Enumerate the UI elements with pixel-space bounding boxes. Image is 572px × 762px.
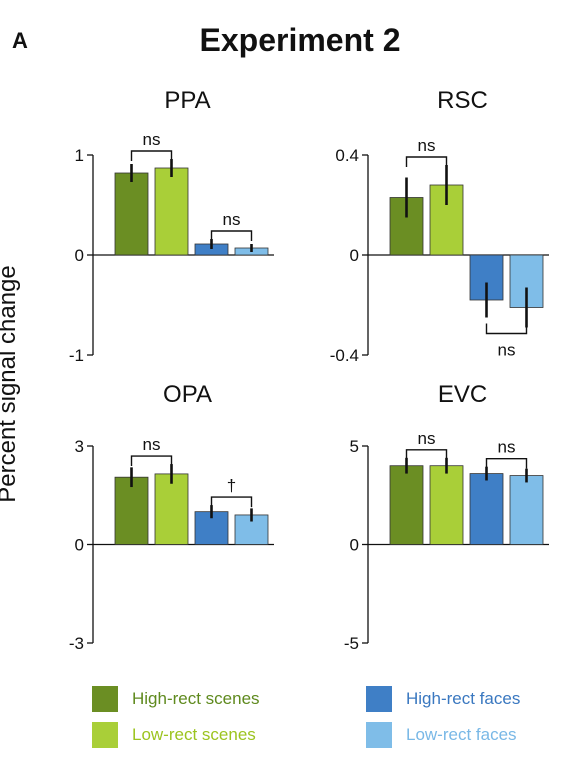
y-tick-label-ppa-1: 0 [75,246,84,265]
bar-ppa-low-rect-scenes [154,167,189,256]
legend-label-high-rect-faces: High-rect faces [406,689,521,708]
significance-label-ppa-1: ns [223,210,241,229]
legend-item-low-rect-scenes: Low-rect scenes [92,722,256,748]
legend-swatch-low-rect-scenes [92,722,118,748]
y-tick-label-evc-2: -5 [344,634,359,653]
legend-label-high-rect-scenes: High-rect scenes [132,689,260,708]
y-tick-label-opa-0: 3 [75,437,84,456]
significance-bracket-rsc-0 [405,156,448,167]
significance-label-opa-1: † [227,476,236,495]
y-tick-label-opa-1: 0 [75,536,84,555]
chart-title-opa: OPA [163,381,212,408]
significance-bracket-opa-1 [210,496,253,508]
significance-label-rsc-0: ns [418,136,436,155]
bar-evc-high-rect-faces [469,473,504,545]
y-tick-label-evc-0: 5 [350,437,359,456]
bar-ppa-high-rect-scenes [114,172,149,256]
legend-swatch-high-rect-faces [366,686,392,712]
y-tick-label-ppa-2: -1 [69,346,84,365]
legend-swatch-high-rect-scenes [92,686,118,712]
significance-label-evc-0: ns [418,429,436,448]
legend-item-high-rect-faces: High-rect faces [366,686,520,712]
significance-bracket-evc-0 [405,449,448,460]
y-tick-label-opa-2: -3 [69,634,84,653]
panel-letter: A [12,28,28,53]
bar-evc-low-rect-scenes [429,465,464,545]
legend-item-high-rect-scenes: High-rect scenes [92,686,260,712]
y-tick-label-evc-1: 0 [350,536,359,555]
y-tick-label-rsc-0: 0.4 [335,146,359,165]
significance-label-evc-1: ns [498,438,516,457]
bar-evc-high-rect-scenes [389,465,424,545]
figure-title: Experiment 2 [199,22,401,58]
legend-label-low-rect-scenes: Low-rect scenes [132,725,256,744]
significance-bracket-ppa-1 [210,230,253,241]
bar-opa-high-rect-scenes [114,476,149,545]
legend-swatch-low-rect-faces [366,722,392,748]
significance-label-ppa-0: ns [143,130,161,149]
y-tick-label-rsc-1: 0 [350,246,359,265]
y-tick-label-ppa-0: 1 [75,146,84,165]
chart-title-ppa: PPA [164,87,210,114]
significance-label-rsc-1: ns [498,341,516,360]
significance-label-opa-0: ns [143,435,161,454]
chart-title-evc: EVC [438,381,487,408]
significance-bracket-ppa-0 [130,150,173,161]
y-tick-label-rsc-2: -0.4 [330,346,359,365]
significance-bracket-rsc-1 [485,323,528,335]
chart-title-rsc: RSC [437,87,488,114]
legend-item-low-rect-faces: Low-rect faces [366,722,517,748]
bar-opa-low-rect-scenes [154,473,189,545]
bar-evc-low-rect-faces [509,475,544,545]
significance-bracket-evc-1 [485,457,528,469]
significance-bracket-opa-0 [130,455,173,467]
legend-label-low-rect-faces: Low-rect faces [406,725,517,744]
